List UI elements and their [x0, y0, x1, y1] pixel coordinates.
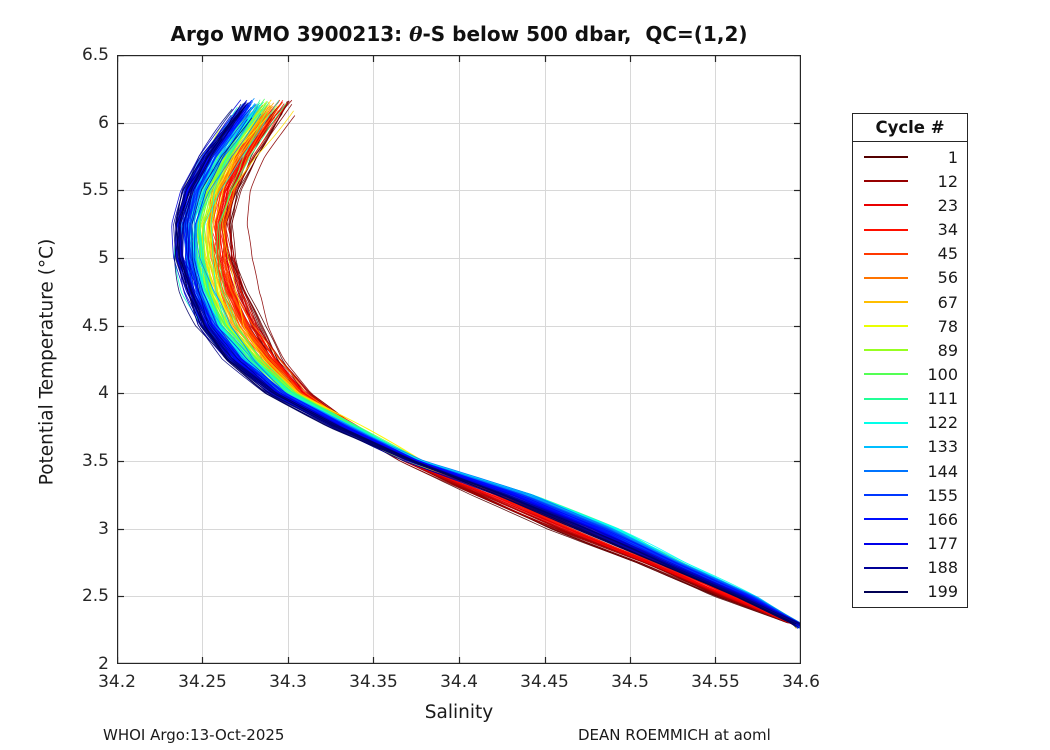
legend-line-swatch: [864, 325, 908, 328]
legend-entry-label: 78: [937, 316, 958, 336]
legend-line-swatch: [864, 566, 908, 569]
legend-line-swatch: [864, 494, 908, 497]
legend-entry-label: 188: [927, 558, 958, 578]
y-tick-label: 3.5: [81, 451, 109, 471]
legend-line-swatch: [864, 397, 908, 400]
legend-line-swatch: [864, 204, 908, 207]
legend-entry: 1: [853, 146, 967, 168]
legend-entry-label: 23: [937, 195, 958, 215]
legend-line-swatch: [864, 445, 908, 448]
legend-entry-label: 67: [937, 292, 958, 312]
legend-entry: 78: [853, 315, 967, 337]
legend-entry-label: 34: [937, 220, 958, 240]
legend-entry: 111: [853, 388, 967, 410]
plot-area: [117, 55, 801, 664]
legend-line-swatch: [864, 470, 908, 473]
y-tick-label: 6.5: [81, 45, 109, 65]
y-tick-label: 2: [98, 654, 109, 674]
x-tick-label: 34.35: [349, 672, 398, 692]
legend-entry: 34: [853, 219, 967, 241]
y-tick-label: 6: [98, 112, 109, 133]
legend-entry-label: 166: [927, 509, 958, 529]
y-tick-label: 5: [98, 248, 109, 268]
y-tick-label: 2.5: [81, 586, 109, 607]
legend-entry-label: 100: [927, 364, 958, 384]
legend-entry-label: 12: [937, 171, 958, 191]
legend-line-swatch: [864, 421, 908, 424]
y-axis-label: Potential Temperature (°C): [36, 238, 58, 486]
legend-entries: 1 12 23 34 45 56 67 78 89 100 111 122 133 144 155 166 17…: [853, 142, 967, 607]
y-tick-label: 4: [98, 383, 109, 404]
legend-entry: 100: [853, 363, 967, 385]
footnote-right: DEAN ROEMMICH at aoml: [578, 726, 771, 744]
legend-entry-label: 111: [927, 389, 958, 409]
legend: Cycle # 1 12 23 34 45 56 67 78 89 100 111 122 133 144…: [852, 113, 968, 608]
legend-entry-label: 155: [927, 485, 958, 505]
y-tick-label: 4.5: [81, 315, 109, 336]
legend-entry: 155: [853, 484, 967, 506]
y-tick-label: 5.5: [81, 180, 109, 201]
legend-entry: 177: [853, 533, 967, 555]
legend-entry: 67: [853, 291, 967, 313]
legend-line-swatch: [864, 301, 908, 304]
x-tick-label: 34.25: [178, 672, 227, 692]
x-tick-label: 34.4: [440, 672, 478, 692]
legend-title: Cycle #: [853, 114, 967, 142]
legend-entry-label: 122: [927, 413, 958, 433]
legend-entry: 23: [853, 194, 967, 216]
legend-entry: 122: [853, 412, 967, 434]
legend-line-swatch: [864, 373, 908, 376]
x-tick-label: 34.45: [520, 672, 569, 692]
legend-entry: 89: [853, 339, 967, 361]
legend-line-swatch: [864, 252, 908, 255]
legend-entry: 56: [853, 267, 967, 289]
legend-entry-label: 199: [927, 582, 958, 602]
legend-entry: 12: [853, 170, 967, 192]
legend-entry: 133: [853, 436, 967, 458]
legend-line-swatch: [864, 349, 908, 352]
legend-entry-label: 56: [937, 268, 958, 288]
legend-entry-label: 1: [947, 147, 958, 167]
x-tick-label: 34.5: [611, 672, 649, 692]
legend-entry-label: 89: [937, 340, 958, 360]
legend-entry-label: 45: [937, 244, 958, 264]
legend-entry: 199: [853, 581, 967, 603]
x-tick-label: 34.2: [98, 672, 136, 692]
legend-line-swatch: [864, 276, 908, 279]
footnote-left: WHOI Argo:13-Oct-2025: [103, 726, 285, 744]
legend-line-swatch: [864, 590, 908, 593]
legend-entry: 188: [853, 557, 967, 579]
title-prefix: Argo WMO 3900213:: [170, 22, 410, 46]
x-tick-label: 34.3: [269, 672, 307, 692]
legend-line-swatch: [864, 156, 908, 159]
legend-entry: 166: [853, 508, 967, 530]
legend-entry-label: 133: [927, 437, 958, 457]
legend-line-swatch: [864, 542, 908, 545]
x-tick-label: 34.6: [782, 672, 820, 692]
legend-line-swatch: [864, 518, 908, 521]
legend-line-swatch: [864, 180, 908, 183]
chart-title: Argo WMO 3900213: θ-S below 500 dbar, QC…: [117, 22, 801, 46]
legend-entry: 144: [853, 460, 967, 482]
legend-entry-label: 177: [927, 534, 958, 554]
title-suffix: -S below 500 dbar, QC=(1,2): [422, 22, 748, 46]
title-theta-symbol: θ: [409, 22, 423, 46]
legend-entry-label: 144: [927, 461, 958, 481]
y-tick-label: 3: [98, 518, 109, 539]
x-tick-label: 34.55: [691, 672, 740, 692]
legend-entry: 45: [853, 243, 967, 265]
theta-s-profiles-canvas: [117, 55, 801, 664]
x-axis-label: Salinity: [424, 702, 494, 723]
legend-line-swatch: [864, 228, 908, 231]
